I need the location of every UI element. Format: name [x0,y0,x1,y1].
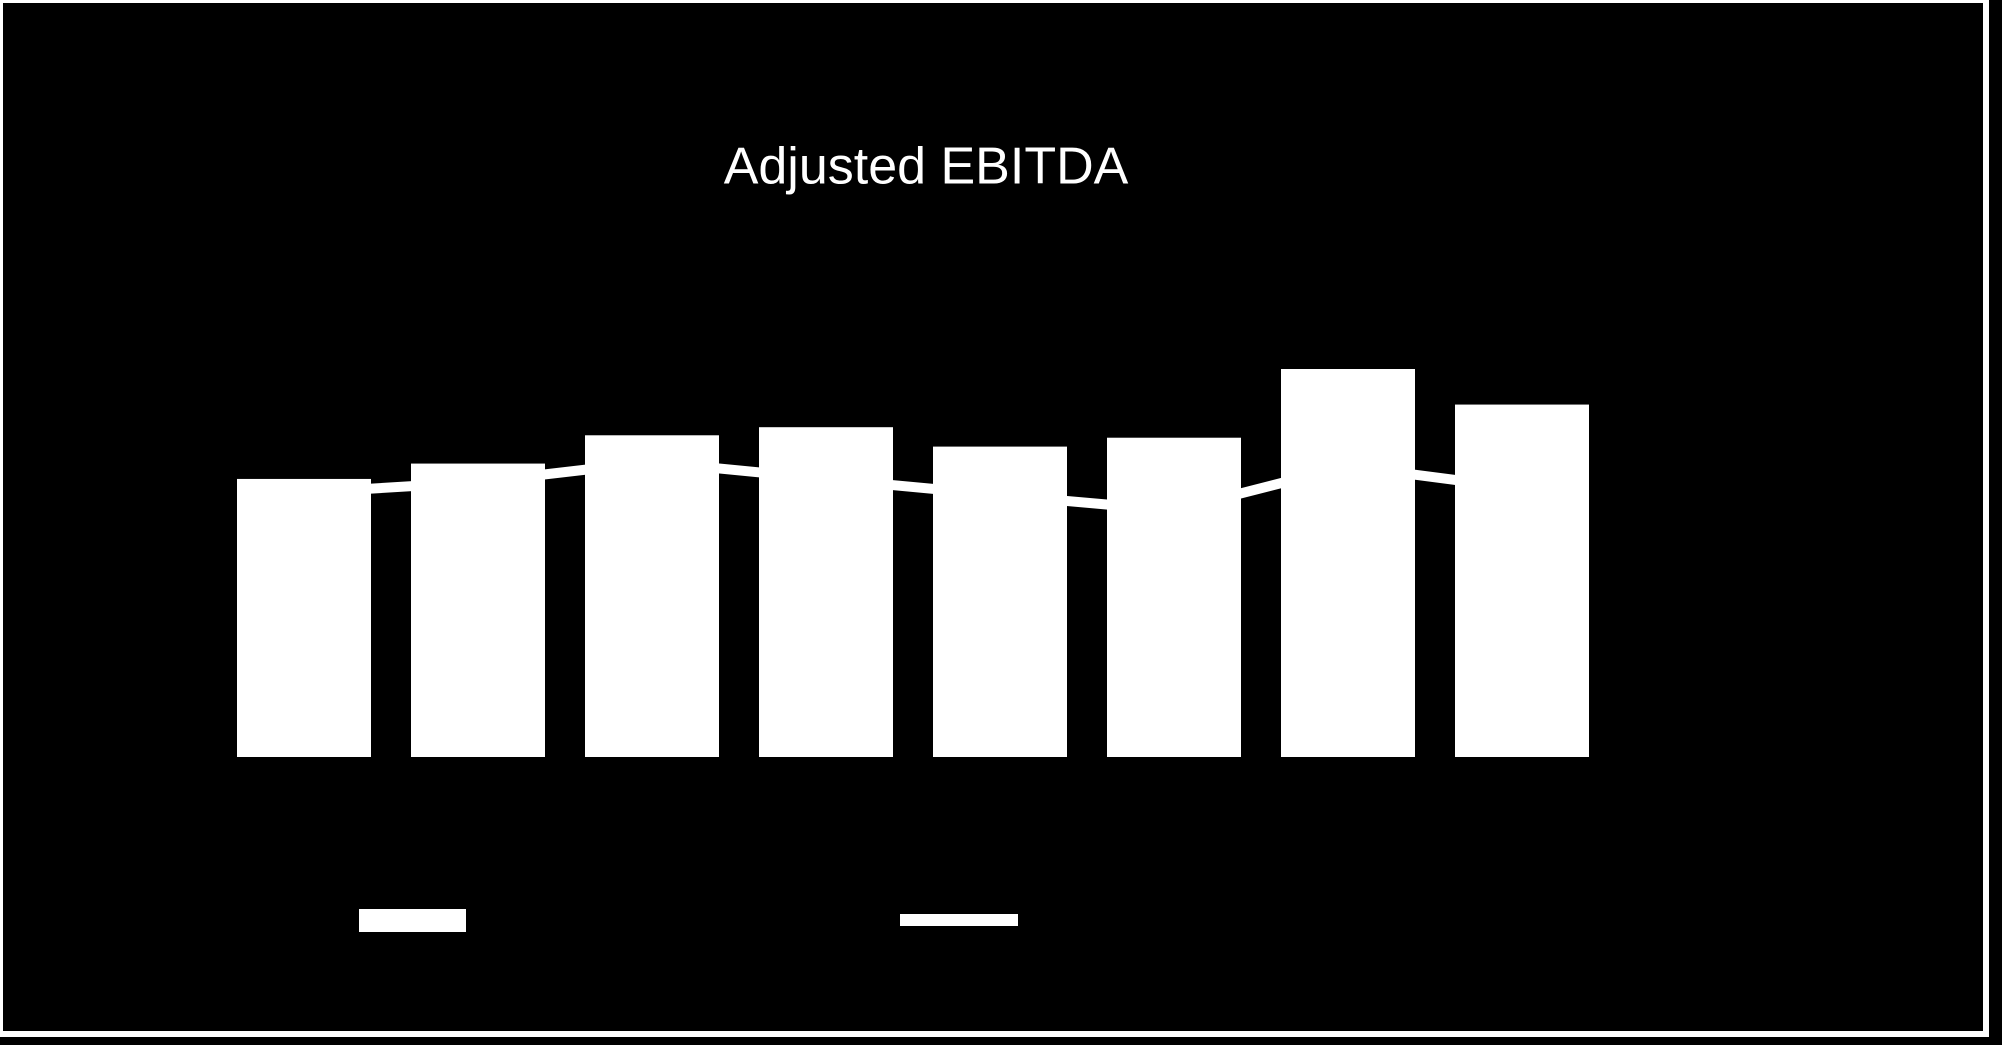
bar [585,435,719,757]
bar [1281,369,1415,757]
bar [759,427,893,757]
legend-swatch-bar [359,909,466,932]
bar [237,478,371,757]
bar [933,446,1067,757]
bar [1455,404,1589,757]
bar [411,463,545,757]
bar [1107,437,1241,757]
chart-title: Adjusted EBITDA [724,138,1129,196]
